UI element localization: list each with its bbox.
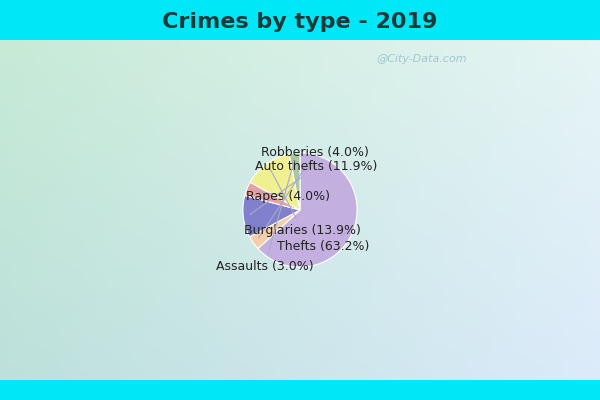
Text: Thefts (63.2%): Thefts (63.2%) — [277, 233, 370, 253]
Text: Auto thefts (11.9%): Auto thefts (11.9%) — [250, 160, 377, 214]
Text: Rapes (4.0%): Rapes (4.0%) — [245, 190, 329, 203]
Wedge shape — [243, 196, 300, 237]
Wedge shape — [258, 153, 357, 267]
Text: Burglaries (13.9%): Burglaries (13.9%) — [244, 170, 361, 237]
Text: Crimes by type - 2019: Crimes by type - 2019 — [163, 12, 437, 32]
Text: @City-Data.com: @City-Data.com — [376, 54, 467, 64]
Wedge shape — [245, 182, 300, 210]
Wedge shape — [250, 210, 300, 248]
Wedge shape — [289, 153, 300, 210]
Wedge shape — [250, 154, 300, 210]
Text: Assaults (3.0%): Assaults (3.0%) — [216, 160, 313, 272]
Text: Robberies (4.0%): Robberies (4.0%) — [259, 146, 369, 238]
